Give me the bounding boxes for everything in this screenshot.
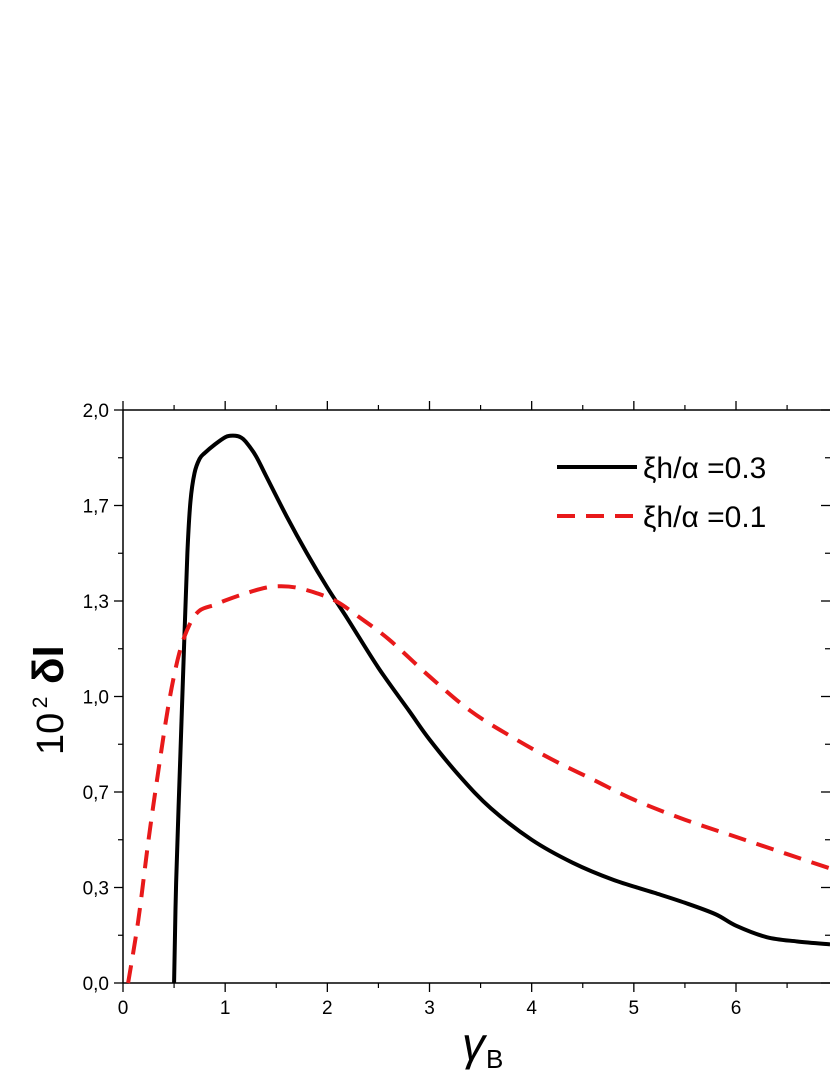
x-tick-label: 2 xyxy=(322,998,333,1019)
svg-text:10 2 δI: 10 2 δI xyxy=(24,645,73,755)
x-tick-label: 6 xyxy=(731,998,742,1019)
y-tick-label: 0,3 xyxy=(83,879,109,900)
y-axis-title-main: δI xyxy=(24,645,73,684)
y-tick-label: 1,7 xyxy=(83,496,109,517)
ticks-layer: 0 1 2 3 4 5 6 0,0 0,3 0,7 1,0 1,3 1,7 2,0 xyxy=(83,401,830,1019)
legend-label-series-1: ξh/α =0.3 xyxy=(643,452,766,485)
series-line-1 xyxy=(172,433,830,984)
x-tick-label: 4 xyxy=(526,998,537,1019)
y-axis-title-superscript: 2 xyxy=(29,697,52,709)
series-line-2 xyxy=(126,584,830,984)
legend: ξh/α =0.3 ξh/α =0.1 xyxy=(557,452,766,534)
x-tick-label: 1 xyxy=(220,998,231,1019)
y-tick-label: 1,3 xyxy=(83,592,109,613)
y-tick-label: 1,0 xyxy=(83,688,109,709)
x-tick-label: 0 xyxy=(118,998,129,1019)
legend-label-series-2: ξh/α =0.1 xyxy=(643,501,766,534)
y-tick-label: 2,0 xyxy=(83,401,109,422)
x-tick-label: 5 xyxy=(629,998,640,1019)
y-tick-label: 0,0 xyxy=(83,974,109,995)
x-axis-title-symbol: γ xyxy=(462,1018,488,1070)
y-axis-title: 10 2 δI xyxy=(24,645,73,755)
series-layer xyxy=(126,433,830,984)
svg-text:γ: γ xyxy=(462,1018,488,1070)
x-axis-title: γ B xyxy=(462,1018,503,1074)
plot-frame xyxy=(122,409,830,984)
x-tick-label: 3 xyxy=(424,998,435,1019)
y-axis-title-prefix: 10 xyxy=(30,713,72,755)
svg-text:B: B xyxy=(486,1044,503,1074)
y-tick-label: 0,7 xyxy=(83,783,109,804)
x-axis-title-subscript: B xyxy=(486,1044,503,1074)
